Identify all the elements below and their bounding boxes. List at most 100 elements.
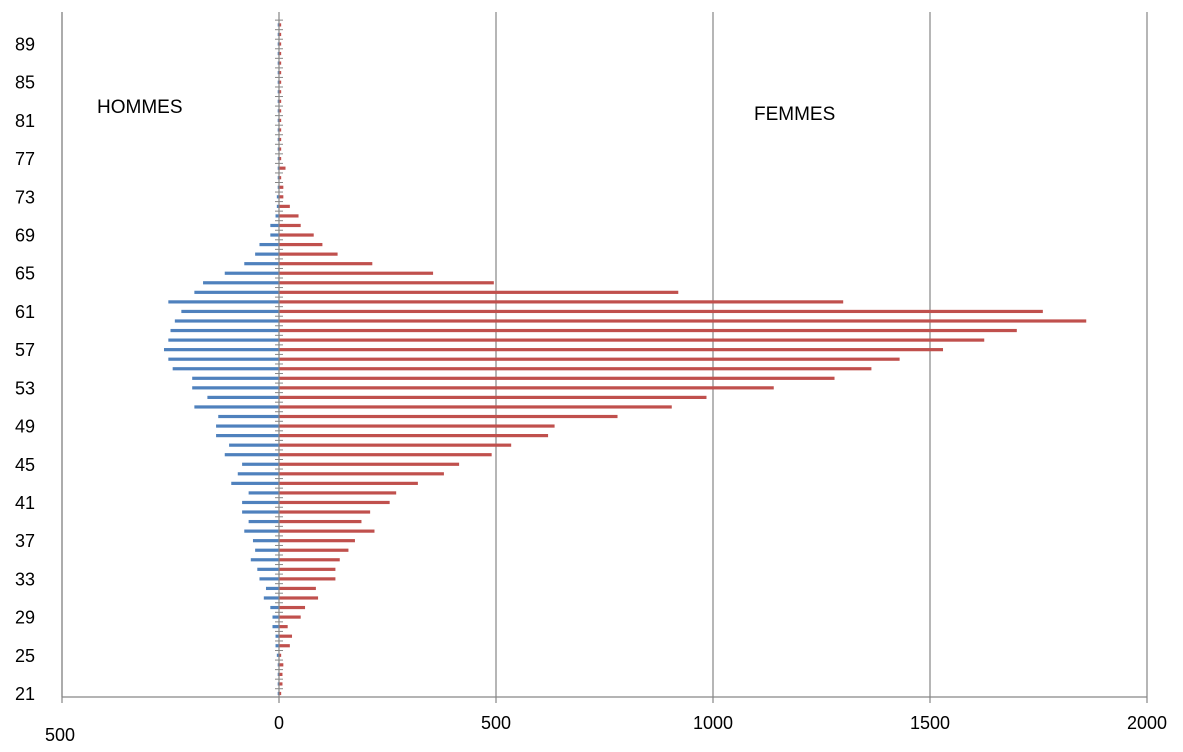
bar-hommes-age-32: [265, 586, 279, 591]
bar-femmes-age-30: [279, 605, 306, 610]
bar-hommes-age-81: [277, 118, 279, 123]
bar-hommes-age-31: [263, 596, 279, 600]
bar-femmes-age-46: [279, 453, 492, 457]
bar-hommes-age-47: [229, 443, 279, 447]
bars: [163, 23, 1087, 696]
bar-femmes-age-32: [279, 586, 316, 591]
bar-femmes-age-65: [279, 271, 434, 275]
bar-hommes-age-42: [248, 491, 279, 495]
y-tick-label: 85: [15, 73, 35, 93]
bar-hommes-age-53: [192, 386, 279, 390]
bar-hommes-age-50: [218, 414, 279, 419]
y-tick-label: 21: [15, 684, 35, 704]
bar-femmes-age-53: [279, 386, 774, 390]
y-tick-label: 69: [15, 226, 35, 246]
bar-femmes-age-37: [279, 539, 355, 543]
bar-hommes-age-76: [277, 166, 279, 170]
x-tick-label: 1500: [910, 713, 950, 733]
y-tick-label: 49: [15, 417, 35, 437]
bar-femmes-age-52: [279, 395, 707, 400]
bar-femmes-age-83: [279, 99, 282, 103]
bar-femmes-age-51: [279, 405, 672, 409]
bar-femmes-age-74: [279, 185, 284, 189]
y-tick-label: 37: [15, 531, 35, 551]
bar-femmes-age-38: [279, 529, 375, 533]
bar-femmes-age-64: [279, 281, 494, 285]
bar-femmes-age-44: [279, 472, 444, 476]
bar-hommes-age-37: [252, 539, 279, 543]
x-tick-label: 0: [274, 713, 284, 733]
bar-hommes-age-64: [203, 281, 279, 285]
bar-hommes-age-74: [277, 185, 279, 189]
bar-hommes-age-79: [277, 137, 279, 142]
bar-hommes-age-29: [272, 615, 279, 619]
bar-femmes-age-88: [279, 51, 282, 56]
bar-hommes-age-70: [270, 223, 279, 228]
bar-femmes-age-73: [279, 195, 284, 199]
axes: [61, 12, 1148, 703]
bar-femmes-age-87: [279, 61, 282, 65]
bar-femmes-age-67: [279, 252, 338, 256]
bar-hommes-age-77: [277, 157, 279, 161]
bar-hommes-age-30: [270, 605, 279, 610]
bar-hommes-age-48: [216, 434, 279, 438]
bar-hommes-age-23: [277, 672, 279, 676]
bar-hommes-age-91: [277, 23, 279, 27]
bar-hommes-age-84: [277, 90, 279, 94]
y-tick-label: 65: [15, 264, 35, 284]
y-tick-label: 33: [15, 569, 35, 589]
bar-femmes-age-21: [279, 691, 282, 696]
bar-femmes-age-61: [279, 309, 1043, 314]
tick-labels: 500 0 500 1000 1500 2000 21 25 29 33 37 41 45 49 53 57 6…: [15, 35, 1167, 746]
bar-hommes-age-68: [259, 242, 279, 247]
bar-femmes-age-31: [279, 596, 319, 600]
x-tick-label: 1000: [693, 713, 733, 733]
y-tick-label: 77: [15, 149, 35, 169]
bar-femmes-age-49: [279, 424, 555, 428]
bar-femmes-age-81: [279, 118, 282, 123]
bar-femmes-age-25: [279, 653, 282, 657]
bar-hommes-age-67: [255, 252, 279, 256]
bar-femmes-age-66: [279, 262, 373, 266]
bar-femmes-age-85: [279, 80, 282, 84]
bar-hommes-age-38: [244, 529, 279, 533]
bar-hommes-age-60: [174, 319, 279, 323]
bar-femmes-age-34: [279, 567, 336, 571]
bar-hommes-age-28: [272, 625, 279, 629]
y-tick-label: 45: [15, 455, 35, 475]
bar-femmes-age-55: [279, 367, 872, 371]
bar-hommes-age-61: [181, 309, 279, 314]
bar-hommes-age-40: [242, 510, 279, 514]
series-label-femmes: FEMMES: [754, 104, 835, 125]
bar-femmes-age-78: [279, 147, 282, 151]
y-tick-label: 81: [15, 111, 35, 131]
y-tick-label: 57: [15, 340, 35, 360]
y-tick-label: 25: [15, 646, 35, 666]
bar-femmes-age-90: [279, 32, 282, 37]
bar-femmes-age-89: [279, 42, 282, 46]
bar-femmes-age-71: [279, 214, 299, 218]
bar-femmes-age-62: [279, 300, 844, 304]
bar-femmes-age-76: [279, 166, 286, 170]
y-tick-label: 89: [15, 35, 35, 55]
bar-femmes-age-82: [279, 109, 282, 113]
bar-femmes-age-28: [279, 625, 288, 629]
bar-hommes-age-66: [244, 262, 279, 266]
bar-hommes-age-56: [168, 357, 279, 361]
bar-femmes-age-60: [279, 319, 1087, 323]
grid-lines: [61, 12, 1148, 697]
bar-femmes-age-69: [279, 233, 314, 237]
bar-hommes-age-26: [275, 644, 279, 648]
x-tick-label: 500: [481, 713, 511, 733]
bar-hommes-age-34: [257, 567, 279, 571]
bar-hommes-age-22: [277, 682, 279, 686]
bar-femmes-age-59: [279, 328, 1017, 333]
x-tick-label: 2000: [1127, 713, 1167, 733]
bar-hommes-age-49: [216, 424, 279, 428]
bar-femmes-age-75: [279, 176, 282, 180]
bar-femmes-age-27: [279, 634, 293, 638]
bar-hommes-age-54: [192, 376, 279, 380]
bar-hommes-age-52: [207, 395, 279, 400]
bar-hommes-age-44: [237, 472, 279, 476]
